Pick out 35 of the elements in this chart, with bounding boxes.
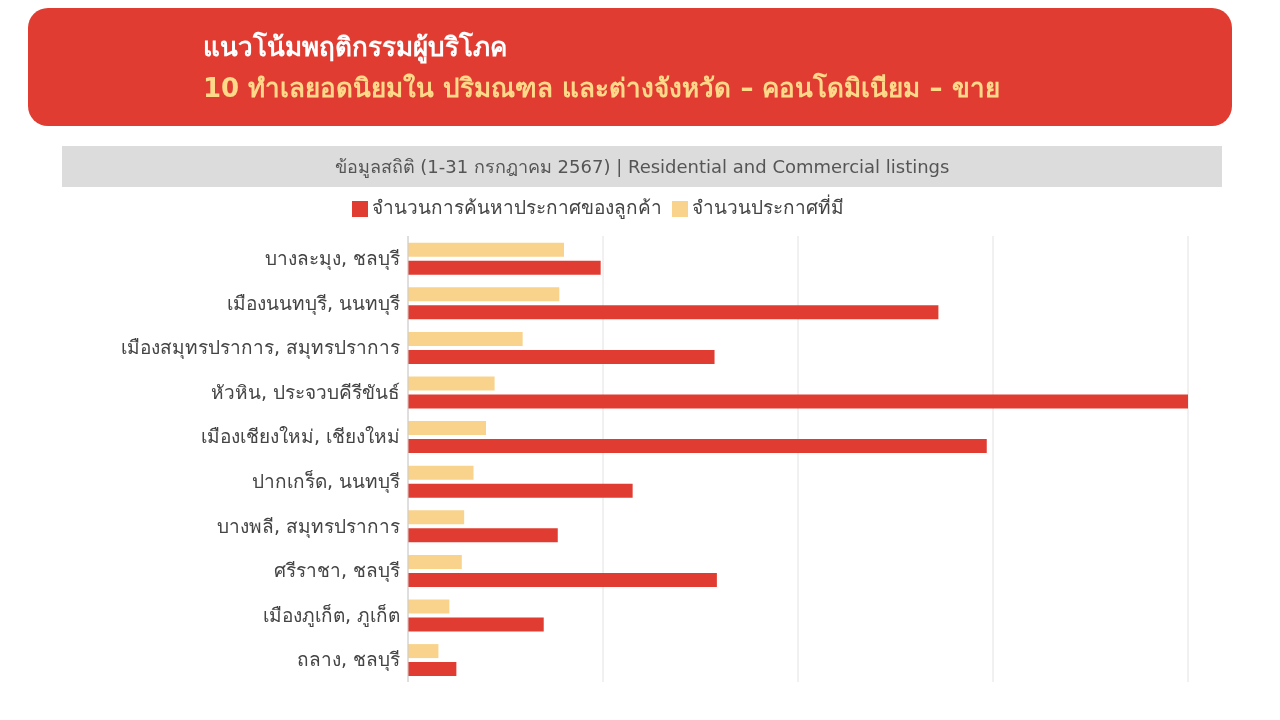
- bar: [408, 421, 486, 436]
- bar: [408, 331, 523, 346]
- bar: [408, 439, 987, 454]
- bar: [408, 617, 544, 632]
- bar: [408, 287, 560, 302]
- y-tick-label: ศรีราชา, ชลบุรี: [273, 559, 400, 584]
- bar: [408, 572, 717, 587]
- y-tick-label: ปากเกร็ด, นนทบุรี: [251, 469, 400, 495]
- y-tick-label: หัวหิน, ประจวบคีรีขันธ์: [210, 380, 400, 403]
- bar: [408, 349, 715, 364]
- bar: [408, 528, 558, 543]
- bar: [408, 376, 495, 391]
- bar: [408, 483, 633, 498]
- bar: [408, 510, 465, 525]
- bar: [408, 305, 939, 320]
- legend-label: จำนวนประกาศที่มี: [692, 196, 844, 218]
- y-tick-label: ถลาง, ชลบุรี: [296, 648, 400, 673]
- y-tick-label: เมืองสมุทรปราการ, สมุทรปราการ: [120, 336, 400, 361]
- y-tick-label: เมืองนนทบุรี, นนทบุรี: [226, 291, 400, 316]
- chart-title: แนวโน้มพฤติกรรมผู้บริโภค: [203, 30, 508, 66]
- y-tick-label: เมืองภูเก็ต, ภูเก็ต: [262, 602, 400, 627]
- text: ข้อมูลสถิติ (1-31 กรกฎาคม 2567) | Residential and Commercial listings: [62, 146, 1222, 187]
- y-tick-label: บางพลี, สมุทรปราการ: [216, 514, 400, 539]
- y-tick-label: เมืองเชียงใหม่, เชียงใหม่: [200, 425, 400, 448]
- bar: [408, 644, 439, 659]
- bar: [408, 554, 462, 569]
- legend-label: จำนวนการค้นหาประกาศของลูกค้า: [372, 196, 662, 218]
- chart-subtitle: 10 ทำเลยอดนิยมใน ปริมณฑล และต่างจังหวัด – คอนโดมิเนียม – ขาย: [203, 71, 1001, 105]
- bar: [408, 599, 450, 614]
- bar: [408, 662, 457, 677]
- y-tick-label: บางละมุง, ชลบุรี: [264, 247, 400, 272]
- bar: [408, 465, 474, 480]
- bar: [408, 394, 1188, 409]
- bar: [408, 242, 564, 257]
- bar: [408, 260, 601, 275]
